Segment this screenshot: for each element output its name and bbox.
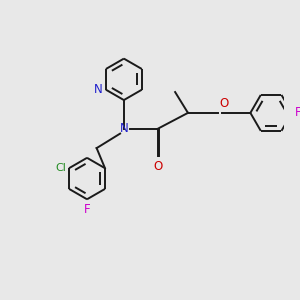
Text: N: N [94, 83, 103, 96]
Text: Cl: Cl [56, 163, 66, 173]
Text: N: N [119, 122, 128, 135]
Text: F: F [84, 203, 90, 216]
Text: O: O [219, 97, 229, 110]
Text: O: O [153, 160, 162, 173]
Text: F: F [295, 106, 300, 119]
